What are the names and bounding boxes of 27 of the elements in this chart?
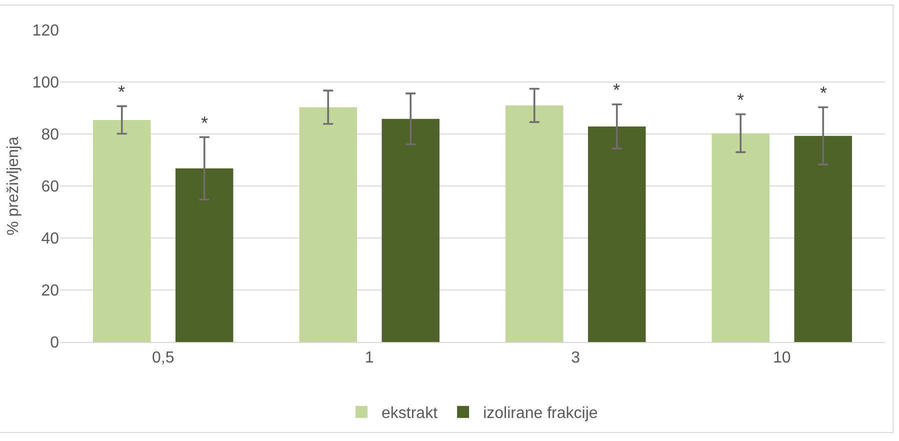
bar	[712, 133, 770, 342]
bar	[176, 168, 234, 342]
x-tick-label: 10	[772, 349, 791, 366]
bar	[506, 105, 564, 342]
legend-label: ekstrakt	[382, 405, 438, 422]
y-tick-label: 40	[41, 230, 60, 248]
bar	[299, 107, 357, 342]
data-label: *	[820, 83, 828, 103]
y-tick-label: 60	[41, 178, 60, 196]
bar	[93, 120, 151, 342]
y-tick-label: 20	[41, 282, 60, 300]
x-tick-label: 3	[571, 349, 580, 366]
x-tick-label: 0,5	[152, 349, 174, 366]
y-tick-label: 0	[50, 334, 60, 352]
data-label: *	[201, 113, 208, 133]
data-label: *	[118, 82, 126, 102]
data-label: *	[613, 80, 620, 100]
legend-label: izolirane frakcije	[483, 405, 598, 422]
y-tick-label: 100	[32, 74, 60, 92]
y-axis-title: % preživljenja	[5, 136, 22, 236]
y-tick-label: 80	[41, 126, 60, 144]
bar	[588, 126, 646, 342]
x-tick-label: 1	[364, 349, 374, 366]
y-tick-label: 120	[32, 22, 60, 40]
data-label: *	[737, 90, 744, 110]
bar	[794, 136, 852, 342]
bar	[382, 118, 440, 342]
